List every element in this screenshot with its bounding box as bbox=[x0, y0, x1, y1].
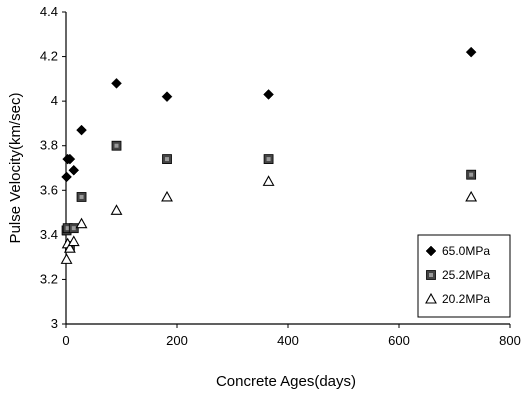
square-marker-inner bbox=[114, 143, 119, 148]
x-tick-label: 200 bbox=[166, 333, 188, 348]
legend-label: 65.0MPa bbox=[442, 244, 490, 258]
data-point bbox=[76, 124, 87, 136]
data-point bbox=[75, 217, 88, 229]
data-point bbox=[161, 190, 173, 202]
x-tick-label: 0 bbox=[62, 333, 69, 348]
y-tick-label: 4.4 bbox=[40, 4, 58, 19]
data-point bbox=[76, 192, 87, 202]
data-point bbox=[60, 253, 73, 264]
data-point bbox=[67, 235, 80, 247]
y-tick-label: 3 bbox=[51, 316, 58, 331]
data-point bbox=[465, 190, 478, 202]
legend-marker bbox=[426, 270, 436, 280]
data-point bbox=[111, 140, 122, 151]
legend: 65.0MPa 25.2MPa 20.2MPa bbox=[417, 234, 511, 318]
series-1 bbox=[61, 140, 477, 251]
data-point bbox=[162, 154, 172, 164]
data-point bbox=[68, 164, 80, 176]
y-tick-label: 3.2 bbox=[40, 271, 58, 286]
square-marker-inner bbox=[65, 226, 70, 231]
square-marker-inner bbox=[469, 172, 474, 177]
series-2 bbox=[60, 175, 478, 264]
data-point bbox=[263, 154, 274, 164]
x-tick-label: 400 bbox=[277, 333, 299, 348]
data-points bbox=[60, 46, 478, 264]
data-point bbox=[263, 89, 274, 100]
x-axis-label: Concrete Ages(days) bbox=[216, 373, 356, 390]
data-point bbox=[466, 169, 477, 180]
square-marker-inner bbox=[165, 157, 170, 162]
data-point bbox=[465, 46, 477, 58]
square-marker-inner bbox=[79, 194, 84, 199]
y-axis-label: Pulse Velocity(km/sec) bbox=[7, 93, 24, 244]
data-point bbox=[161, 91, 173, 103]
y-tick-label: 4.2 bbox=[40, 49, 58, 64]
data-point bbox=[64, 153, 76, 165]
data-point bbox=[63, 242, 76, 253]
data-point bbox=[110, 204, 123, 215]
ticks: 3 3.2 3.4 3.6 3.8 4 4.2 4.4 0 200 400 600 800 bbox=[40, 4, 521, 348]
legend-label: 20.2MPa bbox=[442, 292, 490, 306]
square-marker-inner bbox=[266, 157, 271, 162]
legend-marker bbox=[425, 292, 437, 304]
y-tick-label: 4 bbox=[51, 93, 58, 108]
data-point bbox=[111, 77, 122, 89]
square-marker-inner bbox=[429, 273, 433, 277]
y-tick-label: 3.8 bbox=[40, 138, 58, 153]
legend-marker bbox=[425, 245, 437, 257]
series-0 bbox=[61, 46, 477, 183]
x-tick-label: 800 bbox=[499, 333, 521, 348]
square-marker-inner bbox=[71, 226, 76, 231]
legend-label: 25.2MPa bbox=[442, 268, 490, 282]
data-point bbox=[61, 171, 72, 183]
data-point bbox=[262, 175, 275, 186]
y-tick-label: 3.4 bbox=[40, 227, 58, 242]
y-tick-label: 3.6 bbox=[40, 182, 58, 197]
x-tick-label: 600 bbox=[388, 333, 410, 348]
